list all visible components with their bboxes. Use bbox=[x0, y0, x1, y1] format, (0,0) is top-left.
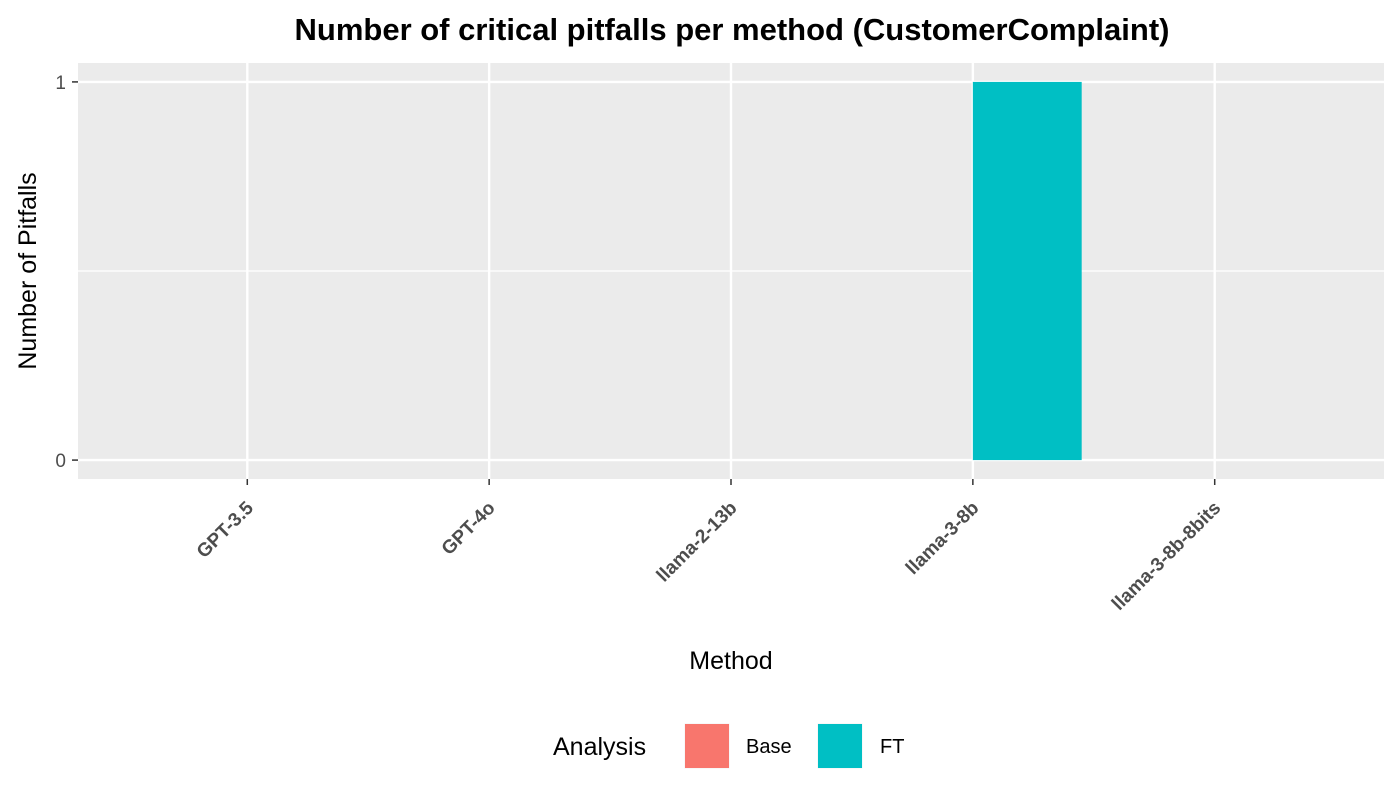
legend: Analysis Base FT bbox=[553, 722, 904, 770]
x-tick-label: llama-2-13b bbox=[653, 498, 742, 587]
bar-ft-3 bbox=[972, 81, 1082, 461]
x-tick-label: GPT-3.5 bbox=[193, 497, 258, 562]
legend-label-base: Base bbox=[746, 736, 792, 758]
legend-swatch-ft bbox=[818, 724, 862, 768]
legend-swatch-base bbox=[685, 724, 729, 768]
legend-label-ft: FT bbox=[880, 736, 904, 758]
x-axis: GPT-3.5 GPT-4o llama-2-13b llama-3-8b llama-… bbox=[193, 479, 1225, 615]
y-axis-title: Number of Pitfalls bbox=[14, 172, 42, 369]
x-tick-label: llama-3-8b-8bits bbox=[1108, 498, 1225, 615]
y-tick-label: 1 bbox=[55, 73, 66, 94]
y-tick-label: 0 bbox=[55, 451, 66, 472]
y-axis: 01 bbox=[55, 73, 78, 472]
x-tick-label: llama-3-8b bbox=[902, 498, 983, 579]
chart-title: Number of critical pitfalls per method (… bbox=[295, 12, 1170, 47]
x-tick-label: GPT-4o bbox=[438, 498, 500, 560]
legend-title: Analysis bbox=[553, 733, 646, 761]
x-axis-title: Method bbox=[689, 647, 772, 675]
bars bbox=[972, 81, 1082, 461]
